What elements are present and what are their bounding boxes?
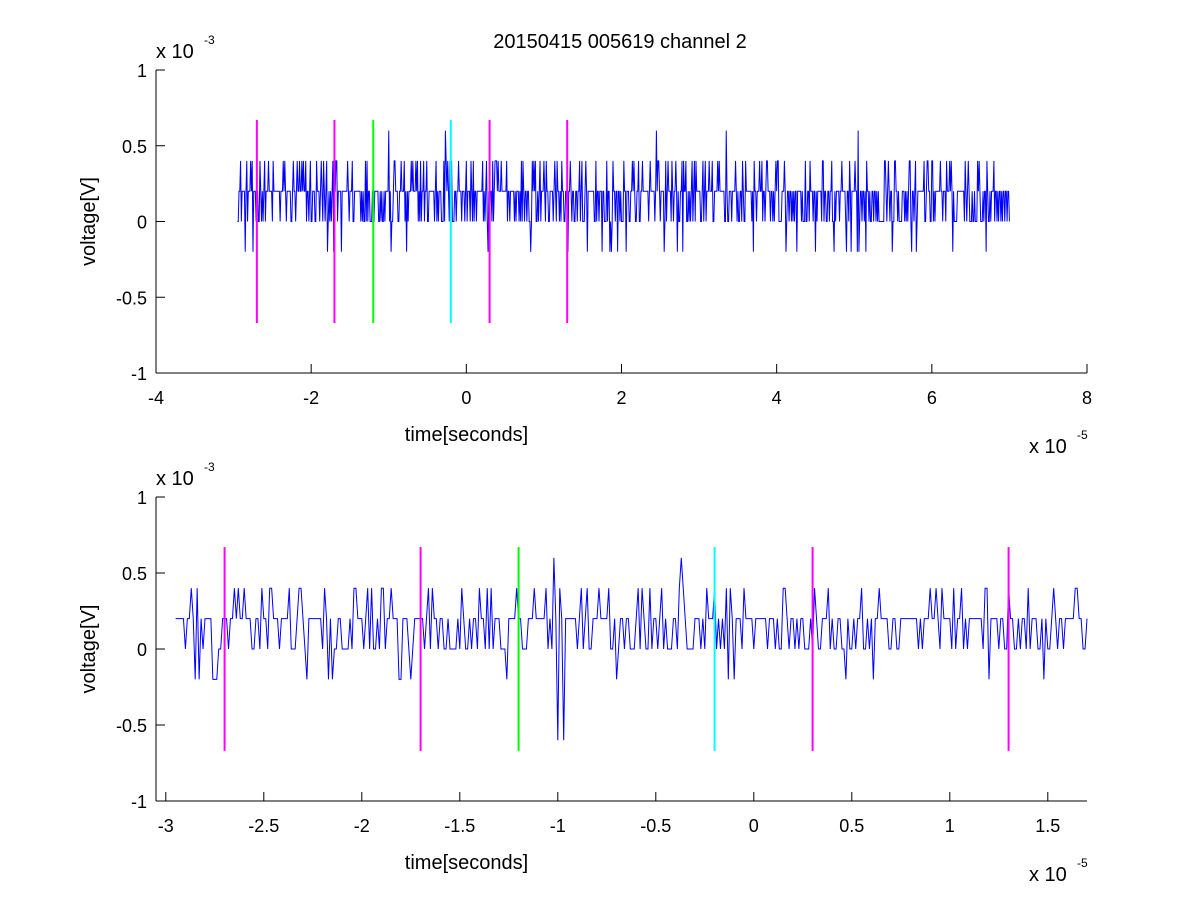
x-tick-label: 0 bbox=[749, 816, 759, 836]
y-tick-label: -1 bbox=[131, 364, 147, 384]
y-axis-label: voltage[V] bbox=[78, 605, 100, 694]
x-tick-label: 0.5 bbox=[839, 816, 864, 836]
signal-trace-line bbox=[237, 130, 1010, 252]
y-tick-label: 0.5 bbox=[122, 564, 147, 584]
y-tick-label: -0.5 bbox=[116, 716, 147, 736]
x-tick-label: 8 bbox=[1082, 388, 1092, 408]
x-tick-label: -0.5 bbox=[640, 816, 671, 836]
y-tick-label: -0.5 bbox=[116, 288, 147, 308]
y-tick-label: 0.5 bbox=[122, 137, 147, 157]
y-tick-label: 0 bbox=[137, 213, 147, 233]
x-tick-label: 6 bbox=[927, 388, 937, 408]
y-exponent-power: -3 bbox=[204, 33, 215, 47]
signal-trace-line bbox=[175, 557, 1088, 741]
y-tick-label: -1 bbox=[131, 792, 147, 812]
top-subplot: -4 -2 0 2 4 6 8 -1 -0.5 0 0.5 1 x 10 -3 x 10 -5 time[sec… bbox=[78, 33, 1092, 458]
x-axis-label: time[seconds] bbox=[405, 852, 528, 874]
x-exponent-power: -5 bbox=[1077, 856, 1088, 870]
x-tick-label: -2 bbox=[303, 388, 319, 408]
x-exponent-base: x 10 bbox=[1029, 864, 1067, 886]
x-tick-label: -4 bbox=[148, 388, 164, 408]
y-exponent-power: -3 bbox=[204, 460, 215, 474]
x-tick-label: -3 bbox=[158, 816, 174, 836]
x-tick-label: 1.5 bbox=[1035, 816, 1060, 836]
x-tick-label: 2 bbox=[616, 388, 626, 408]
x-exponent-power: -5 bbox=[1077, 428, 1088, 442]
x-tick-label: -2.5 bbox=[248, 816, 279, 836]
x-tick-label: 4 bbox=[772, 388, 782, 408]
bottom-subplot: -3 -2.5 -2 -1.5 -1 -0.5 0 0.5 1 1.5 -1 -0.5 0 0.5 1 x 1… bbox=[78, 460, 1088, 886]
x-tick-label: 1 bbox=[945, 816, 955, 836]
y-tick-label: 0 bbox=[137, 640, 147, 660]
y-tick-label: 1 bbox=[137, 488, 147, 508]
x-exponent-base: x 10 bbox=[1029, 436, 1067, 458]
x-tick-label: -1 bbox=[550, 816, 566, 836]
y-exponent-base: x 10 bbox=[156, 468, 194, 490]
y-exponent-base: x 10 bbox=[156, 41, 194, 63]
y-axis-label: voltage[V] bbox=[78, 177, 100, 266]
figure-title: 20150415 005619 channel 2 bbox=[493, 31, 747, 53]
x-axis-label: time[seconds] bbox=[405, 424, 528, 446]
y-tick-label: 1 bbox=[137, 61, 147, 81]
x-tick-label: -2 bbox=[354, 816, 370, 836]
x-tick-label: -1.5 bbox=[444, 816, 475, 836]
x-tick-label: 0 bbox=[461, 388, 471, 408]
